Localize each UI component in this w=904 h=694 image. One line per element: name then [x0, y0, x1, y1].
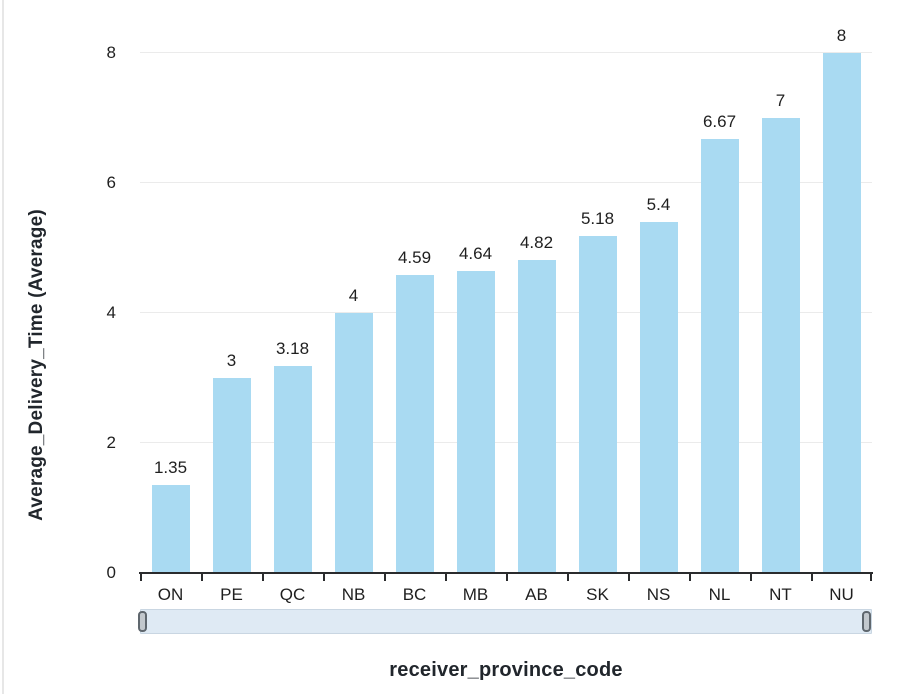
x-axis-tick	[323, 574, 325, 581]
bar-value-label: 8	[836, 26, 847, 45]
x-axis-tick	[262, 574, 264, 581]
panel-left-border	[2, 0, 4, 694]
y-tick-label: 4	[106, 303, 116, 322]
x-axis-category-label: PE	[220, 585, 243, 604]
bar-NU[interactable]	[822, 53, 861, 573]
bar-value-label: 4	[348, 286, 359, 305]
bar-value-label: 4.82	[519, 232, 554, 252]
bar-value-label: 5.4	[646, 195, 671, 214]
x-axis-category-label: NL	[708, 585, 731, 604]
x-axis-tick	[384, 574, 386, 581]
x-axis-category-label: QC	[279, 585, 306, 604]
bar-PE[interactable]	[212, 378, 251, 573]
bar-MB[interactable]	[456, 271, 495, 573]
y-gridline	[140, 312, 872, 313]
bar-NS[interactable]	[639, 222, 678, 573]
x-axis-category-label: NT	[769, 585, 792, 604]
y-gridline	[140, 442, 872, 443]
y-tick-label: 6	[106, 173, 116, 192]
bar-BC[interactable]	[395, 274, 434, 573]
x-axis-tick	[140, 574, 142, 581]
bar-value-label: 3.18	[275, 339, 310, 359]
y-tick-label: 2	[106, 433, 116, 452]
x-axis-category-label: SK	[586, 585, 609, 604]
bar-value-label: 1.35	[153, 458, 188, 478]
y-gridline	[140, 52, 872, 53]
bar-QC[interactable]	[273, 366, 312, 573]
bar-SK[interactable]	[578, 236, 617, 573]
x-axis-tick	[628, 574, 630, 581]
y-axis-title: Average_Delivery_Time (Average)	[26, 209, 47, 521]
x-axis-tick	[750, 574, 752, 581]
x-axis-tick	[506, 574, 508, 581]
x-axis-title: receiver_province_code	[389, 659, 623, 681]
x-axis-category-label: NS	[646, 585, 671, 604]
bar-NT[interactable]	[761, 118, 800, 573]
x-axis-line	[139, 572, 873, 574]
x-axis-tick	[811, 574, 813, 581]
y-tick-label: 8	[106, 43, 116, 62]
x-axis-category-label: AB	[525, 585, 548, 604]
scrollbar-right-handle drag-handle-icon[interactable]	[862, 611, 871, 632]
x-axis-tick	[567, 574, 569, 581]
x-axis-tick	[201, 574, 203, 581]
x-axis-category-label: MB	[462, 585, 489, 604]
x-axis-category-label: NB	[341, 585, 366, 604]
scrollbar-left-handle drag-handle-icon[interactable]	[138, 611, 147, 632]
bar-value-label: 7	[775, 91, 786, 110]
x-axis-tick	[445, 574, 447, 581]
bar-value-label: 4.64	[458, 244, 493, 264]
bar-value-label: 4.59	[397, 247, 432, 267]
bar-NL[interactable]	[700, 139, 739, 573]
x-axis-category-label: BC	[402, 585, 427, 604]
x-axis-category-label: NU	[829, 585, 854, 604]
bar-value-label: 5.18	[580, 209, 615, 229]
bar-ON[interactable]	[151, 485, 190, 573]
y-gridline	[140, 182, 872, 183]
x-axis-category-label: ON	[157, 585, 184, 604]
bar-AB[interactable]	[517, 259, 556, 573]
bar-value-label: 3	[226, 351, 237, 370]
x-axis-tick	[689, 574, 691, 581]
bar-NB[interactable]	[334, 313, 373, 573]
x-axis-scrollbar-track[interactable]	[140, 609, 872, 634]
y-tick-label: 0	[106, 563, 116, 582]
x-axis-tick	[870, 574, 872, 581]
bar-value-label: 6.67	[702, 112, 737, 132]
